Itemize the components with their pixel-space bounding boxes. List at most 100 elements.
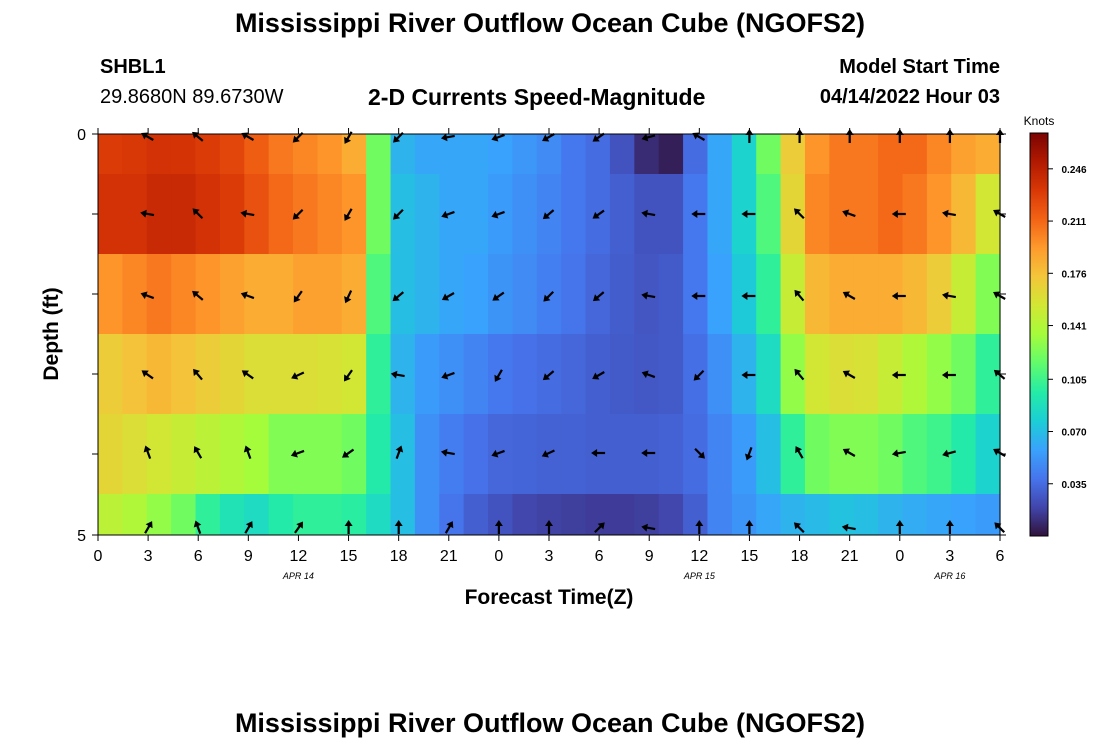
heatmap-cell (390, 254, 416, 335)
heatmap-cell (414, 414, 440, 495)
heatmap-cell (366, 134, 392, 175)
heatmap-cell (902, 134, 928, 175)
heatmap-cell (609, 334, 635, 415)
current-arrow-head (193, 446, 201, 454)
current-arrow (392, 291, 405, 302)
heatmap-cell (902, 414, 928, 495)
x-axis: 0 3 6 9 12 15 18 21 0 3 6 9 12 15 18 21 0 3 6 APR 14 APR 15 A… (94, 128, 1005, 581)
y-tick-label: 5 (77, 528, 86, 545)
current-arrow (793, 208, 805, 220)
current-arrow-head (591, 449, 598, 457)
heatmap-cell (146, 334, 172, 415)
heatmap-cell (853, 134, 879, 175)
current-arrow-head (891, 371, 898, 379)
current-arrow (741, 292, 756, 300)
current-arrow (344, 131, 353, 144)
current-arrow (794, 289, 805, 302)
model-start-value: 04/14/2022 Hour 03 (819, 86, 1000, 108)
current-arrow-head (241, 370, 249, 378)
heatmap-cell (366, 174, 392, 255)
current-arrow (745, 520, 754, 534)
heatmap-cell (366, 494, 392, 536)
current-arrow-head (491, 449, 499, 458)
heatmap-cell (244, 254, 270, 335)
current-arrow (441, 210, 455, 219)
current-arrow-head (344, 136, 352, 144)
current-arrow (291, 371, 305, 380)
current-arrows (140, 129, 1006, 535)
current-arrow (941, 371, 956, 379)
colorbar-bar (1029, 132, 1049, 537)
heatmap-cell (707, 134, 733, 175)
current-arrow-head (842, 448, 850, 456)
current-arrow-head (945, 520, 954, 526)
current-arrow (891, 449, 906, 458)
current-arrow (240, 209, 255, 218)
current-arrow-head (446, 521, 454, 529)
y-axis-label: Depth (ft) (40, 287, 63, 380)
current-arrow-head (296, 521, 303, 529)
current-arrow-head (592, 134, 600, 142)
heatmap-cell (536, 414, 562, 495)
heatmap-cell (658, 334, 684, 415)
current-arrow (891, 371, 906, 379)
heatmap-cell (951, 494, 977, 536)
current-arrow (244, 521, 253, 534)
heatmap-cell (341, 254, 367, 335)
current-arrow-head (193, 368, 200, 377)
current-arrow-head (993, 209, 1001, 217)
heatmap-cell (171, 414, 197, 495)
current-arrow (290, 449, 305, 458)
current-arrow-head (793, 208, 802, 216)
heatmap-cell (804, 134, 830, 175)
current-arrow-head (140, 209, 147, 218)
heatmap-cell (609, 254, 635, 335)
heatmap-cell (463, 174, 489, 255)
current-arrow (193, 446, 203, 459)
current-arrow-head (741, 371, 748, 379)
heatmap-cell (658, 494, 684, 536)
current-arrow-head (344, 520, 353, 526)
heatmap-cell (756, 174, 782, 255)
current-arrow (494, 369, 503, 382)
x-tick-label: 0 (895, 548, 904, 565)
heatmap-cell (926, 134, 952, 175)
current-arrow-head (440, 133, 448, 142)
heatmap-cell (561, 334, 587, 415)
current-arrow-head (541, 450, 549, 458)
heatmap-cell (561, 414, 587, 495)
current-arrow (292, 208, 304, 220)
current-arrow (741, 371, 756, 379)
heatmap-cell (853, 414, 879, 495)
current-arrow (394, 520, 403, 534)
current-arrow (541, 449, 555, 458)
current-arrow-head (292, 212, 300, 220)
heatmap-cell (146, 494, 172, 536)
heatmap-cell (609, 494, 635, 536)
current-arrow (993, 291, 1006, 300)
heatmap-cell (268, 414, 294, 495)
heatmap-cell (658, 174, 684, 255)
current-arrow (441, 371, 455, 380)
heatmap-cell (219, 254, 245, 335)
current-arrow (144, 521, 153, 534)
heatmap-cell (463, 414, 489, 495)
heatmap-cell (219, 414, 245, 495)
heatmap-cell (561, 494, 587, 536)
footer-title: Mississippi River Outflow Ocean Cube (NG… (234, 708, 866, 738)
current-arrow (744, 446, 753, 461)
heatmap-cell (98, 414, 123, 495)
current-arrow-head (245, 521, 253, 529)
x-axis-label: Forecast Time(Z) (465, 586, 634, 609)
current-arrow-head (393, 212, 401, 220)
heatmap-cell (585, 254, 611, 335)
colorbar-tick-label: 0.176 (1061, 269, 1086, 280)
heatmap-cell (488, 494, 514, 536)
current-arrow-head (842, 291, 850, 299)
current-arrow (793, 522, 805, 534)
heatmap-cell (536, 134, 562, 175)
current-arrow-head (942, 209, 949, 218)
heatmap-cell (414, 174, 440, 255)
current-arrow-head (441, 210, 449, 219)
current-arrow-head (842, 370, 850, 378)
